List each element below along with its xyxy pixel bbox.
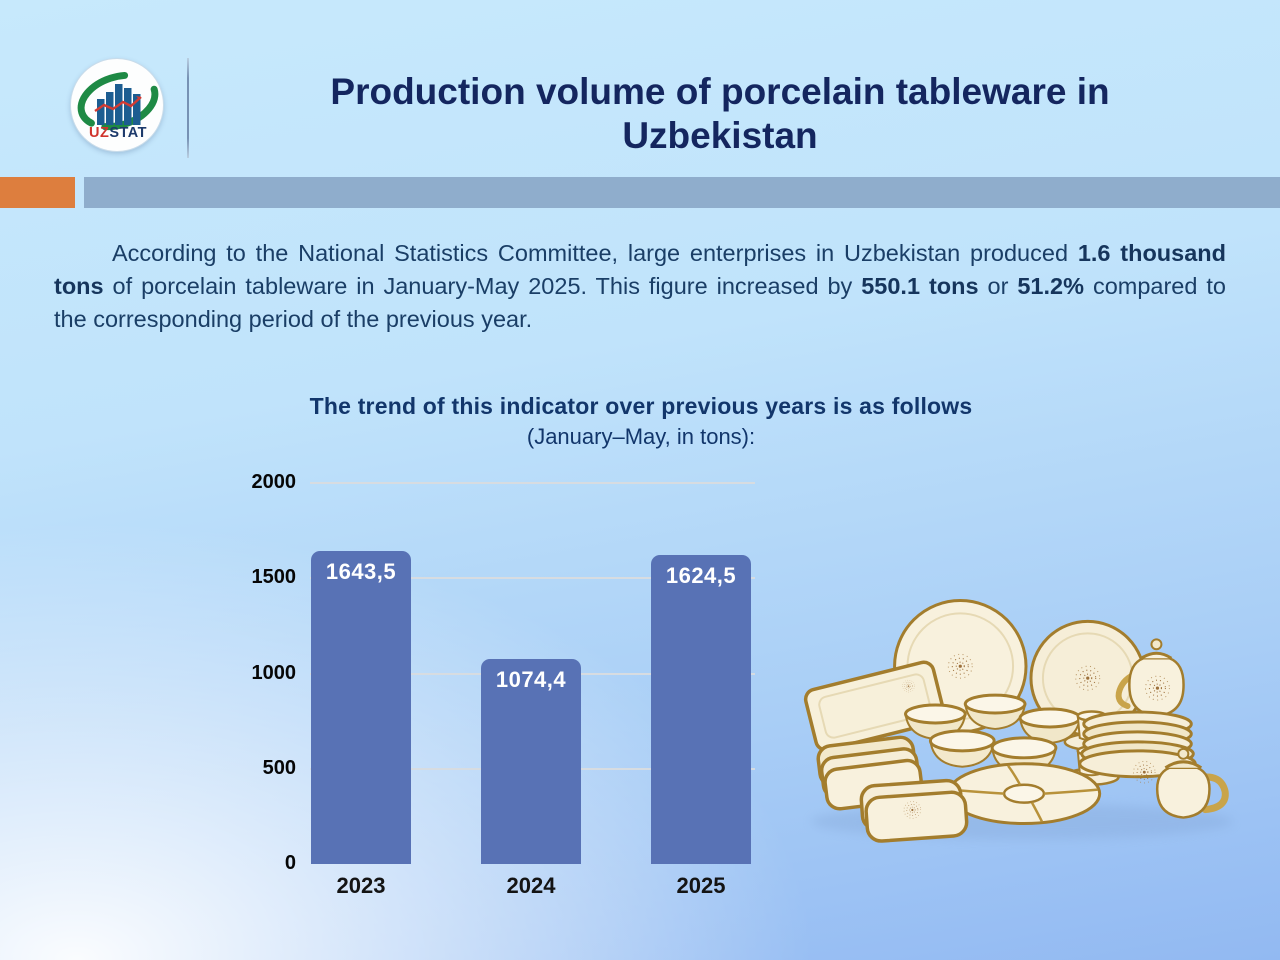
page-title: Production volume of porcelain tableware… xyxy=(195,70,1245,158)
bar-value-2023: 1643,5 xyxy=(325,558,397,584)
y-axis-tick-2000: 2000 xyxy=(251,471,297,493)
chart-title: The trend of this indicator over previou… xyxy=(309,393,973,419)
steel-blue-accent-bar xyxy=(84,177,1280,208)
intro-text: compared to the corresponding period of … xyxy=(54,273,1226,332)
bar-2024 xyxy=(481,659,581,864)
chart-title-block: The trend of this indicator over previou… xyxy=(231,393,1051,450)
logo-stat-text: STAT xyxy=(109,125,148,141)
uzstat-logo: UZSTAT xyxy=(70,58,170,162)
page-title-line2: Uzbekistan xyxy=(622,115,818,156)
x-axis-label-2023: 2023 xyxy=(336,873,386,898)
page-title-line1: Production volume of porcelain tableware… xyxy=(330,71,1110,112)
logo-trend-arrow xyxy=(136,96,141,100)
gridline-1500 xyxy=(310,577,755,580)
bar-chart: 2000 1500 1000 500 0 1643,5 2023 1074,4 2024 1624… xyxy=(240,470,770,910)
sugar-pot xyxy=(1133,747,1229,819)
bar-value-2024: 1074,4 xyxy=(495,667,567,693)
bar-2023 xyxy=(311,550,411,864)
uzstat-logo-circle: UZSTAT xyxy=(70,58,164,152)
y-axis-tick-1000: 1000 xyxy=(251,661,297,684)
header-divider xyxy=(187,58,189,158)
chart-subtitle: (January–May, in tons): xyxy=(526,424,756,449)
intro-highlight: 550.1 tons xyxy=(861,273,979,299)
x-axis-label-2024: 2024 xyxy=(506,873,556,898)
bar-value-2025: 1624,5 xyxy=(665,562,737,588)
gridline-2000 xyxy=(310,482,755,484)
orange-accent-bar xyxy=(0,177,75,208)
intro-highlight: 1.6 thousand tons xyxy=(54,240,1227,299)
bar-2025 xyxy=(651,554,751,864)
uzstat-logo-graphic xyxy=(77,71,159,131)
logo-uz-text: UZ xyxy=(88,125,110,141)
teapot xyxy=(1115,638,1185,718)
x-axis-label-2025: 2025 xyxy=(676,873,726,898)
intro-text: of porcelain tableware in January-May 20… xyxy=(103,273,862,299)
intro-highlight: 51.2% xyxy=(1017,273,1084,299)
y-axis-tick-0: 0 xyxy=(284,852,296,874)
square-dish-stack-lower xyxy=(859,778,969,843)
intro-text: According to the National Statistics Com… xyxy=(112,240,1078,266)
intro-text: or xyxy=(978,273,1018,299)
porcelain-tableware-image xyxy=(803,598,1234,843)
y-axis-tick-1500: 1500 xyxy=(251,566,297,589)
logo-trend-line xyxy=(94,96,142,112)
intro-paragraph: According to the National Statistics Com… xyxy=(54,237,1226,336)
logo-text: UZSTAT xyxy=(71,125,163,141)
y-axis-tick-500: 500 xyxy=(262,756,296,779)
divided-serving-dish xyxy=(902,679,1102,826)
